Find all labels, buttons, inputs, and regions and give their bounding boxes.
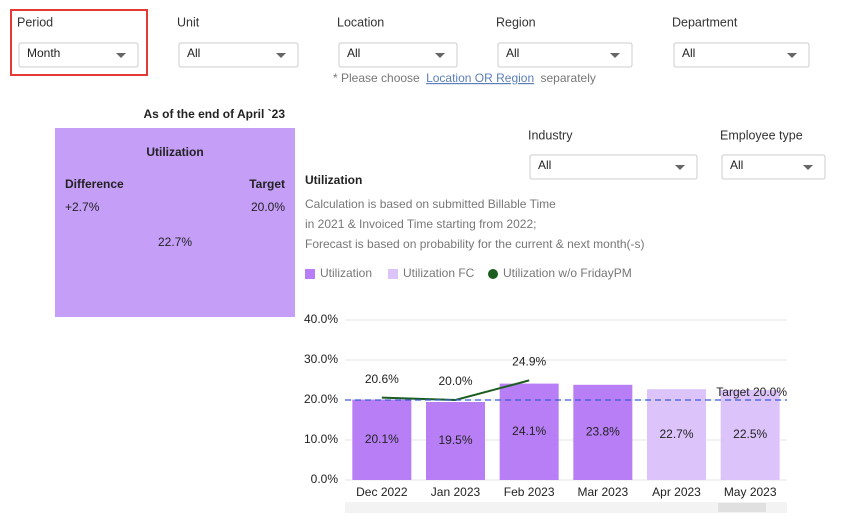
x-tick-label: Apr 2023 — [652, 485, 701, 499]
chart-description: Calculation is based on submitted Billab… — [305, 197, 556, 211]
scrollbar[interactable] — [345, 502, 787, 513]
legend-label: Utilization — [320, 266, 372, 280]
filter-label: Unit — [177, 15, 200, 29]
as-of: As of the end of April `23 — [143, 107, 285, 121]
dropdown-value: Month — [27, 46, 60, 60]
x-tick-label: Mar 2023 — [577, 485, 628, 499]
bar — [573, 384, 633, 480]
dropdown[interactable] — [178, 42, 299, 68]
bar — [647, 389, 706, 480]
dropdown-arrow — [435, 53, 445, 58]
y-tick-label: 40.0% — [304, 312, 338, 326]
bar-label: 22.7% — [659, 427, 693, 441]
legend-marker — [488, 269, 498, 279]
dropdown-arrow — [610, 53, 620, 58]
legend-label: Utilization w/o FridayPM — [503, 266, 632, 280]
x-tick-label: Dec 2022 — [356, 485, 408, 499]
filter-label: Employee type — [720, 128, 803, 142]
target-label: Target — [249, 177, 285, 191]
bar-label: 23.8% — [586, 425, 620, 439]
dropdown-value: All — [682, 46, 695, 60]
kpi-title: Utilization — [146, 145, 203, 159]
difference: +2.7% — [65, 200, 100, 214]
bar — [352, 399, 412, 480]
kpi-value: 22.7% — [158, 235, 192, 249]
note-prefix: * Please choose — [333, 71, 420, 85]
dropdown-value: All — [538, 158, 551, 172]
legend-marker — [388, 269, 398, 279]
y-tick-label: 20.0% — [304, 392, 338, 406]
line-label: 20.0% — [438, 374, 472, 388]
line-label: 20.6% — [365, 372, 399, 386]
legend-marker — [305, 269, 315, 279]
dropdown[interactable] — [529, 154, 698, 180]
highlight-box — [10, 9, 148, 76]
bar-label: 19.5% — [438, 433, 472, 447]
note-link[interactable]: Location OR Region — [426, 71, 534, 85]
dropdown-arrow — [803, 165, 813, 170]
y-tick-label: 0.0% — [311, 472, 339, 486]
x-tick-label: May 2023 — [724, 485, 777, 499]
legend-label: Utilization FC — [403, 266, 475, 280]
bar — [720, 390, 780, 480]
scrollbar-thumb[interactable] — [718, 503, 766, 512]
y-tick-label: 30.0% — [304, 352, 338, 366]
dropdown[interactable] — [497, 42, 633, 68]
x-tick-label: Jan 2023 — [431, 485, 481, 499]
note-suffix: separately — [541, 71, 596, 85]
dropdown[interactable] — [721, 154, 826, 180]
dropdown[interactable] — [338, 42, 458, 68]
bar — [426, 402, 485, 480]
chart-title: Utilization — [305, 173, 362, 187]
x-tick-label: Feb 2023 — [504, 485, 555, 499]
dropdown-value: All — [347, 46, 360, 60]
chart-description: in 2021 & Invoiced Time starting from 20… — [305, 217, 536, 231]
dropdown[interactable] — [18, 42, 139, 68]
difference-label: Difference — [65, 177, 124, 191]
bar-label: 20.1% — [365, 432, 399, 446]
line-label: 24.9% — [512, 355, 546, 369]
dropdown-value: All — [506, 46, 519, 60]
filter-label: Region — [496, 15, 536, 29]
y-tick-label: 10.0% — [304, 432, 338, 446]
filter-label: Industry — [528, 128, 573, 142]
bar-label: 22.5% — [733, 427, 767, 441]
dropdown-arrow — [675, 165, 685, 170]
kpi-card — [55, 128, 295, 317]
bar-label: 24.1% — [512, 424, 546, 438]
target-label: Target 20.0% — [716, 385, 787, 399]
target: 20.0% — [251, 200, 285, 214]
filter-label: Department — [672, 15, 738, 29]
dropdown-value: All — [730, 158, 743, 172]
filter-label: Period — [17, 15, 53, 29]
dropdown-arrow — [787, 53, 797, 58]
dropdown-value: All — [187, 46, 200, 60]
dropdown-arrow — [276, 53, 286, 58]
dropdown[interactable] — [673, 42, 810, 68]
filter-label: Location — [337, 15, 384, 29]
chart-description: Forecast is based on probability for the… — [305, 237, 645, 251]
note: * Please choose Location OR Region separ… — [333, 71, 596, 85]
dropdown-arrow — [116, 53, 126, 58]
